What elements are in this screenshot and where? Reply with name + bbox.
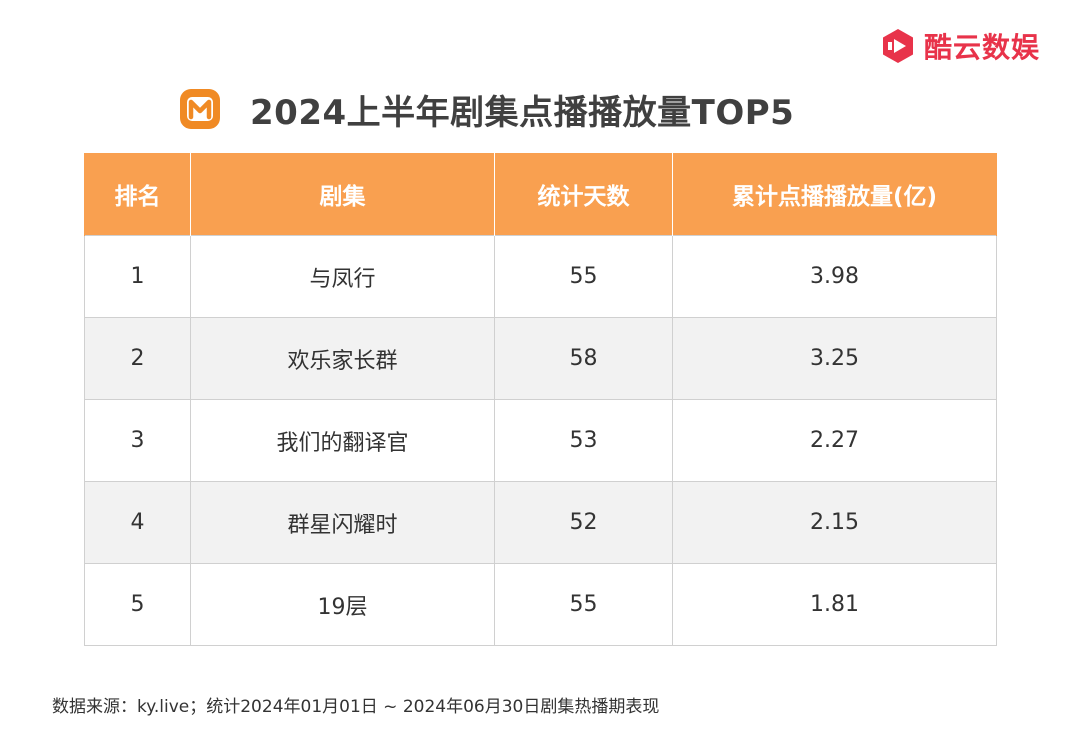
page-title: 2024上半年剧集点播播放量TOP5	[250, 92, 795, 133]
cell-days: 53	[494, 399, 673, 482]
cell-title: 19层	[190, 563, 495, 646]
table-row: 1 与凤行 55 3.98	[84, 235, 997, 318]
cell-title: 欢乐家长群	[190, 317, 495, 400]
cell-days: 58	[494, 317, 673, 400]
cell-title: 我们的翻译官	[190, 399, 495, 482]
cell-views: 2.15	[672, 481, 997, 564]
cell-title: 与凤行	[190, 235, 495, 318]
table-row: 2 欢乐家长群 58 3.25	[84, 317, 997, 400]
cell-views: 1.81	[672, 563, 997, 646]
cell-views: 3.25	[672, 317, 997, 400]
table-row: 5 19层 55 1.81	[84, 563, 997, 646]
cell-days: 55	[494, 235, 673, 318]
cell-views: 3.98	[672, 235, 997, 318]
data-source-note: 数据来源：ky.live；统计2024年01月01日 ~ 2024年06月30日…	[52, 697, 660, 717]
cell-title: 群星闪耀时	[190, 481, 495, 564]
cell-rank: 4	[84, 481, 191, 564]
cell-days: 55	[494, 563, 673, 646]
cell-rank: 5	[84, 563, 191, 646]
table-row: 4 群星闪耀时 52 2.15	[84, 481, 997, 564]
ranking-table: 排名 剧集 统计天数 累计点播播放量(亿) 1 与凤行 55 3.98 2 欢乐…	[84, 153, 997, 646]
table-header-row: 排名 剧集 统计天数 累计点播播放量(亿)	[84, 153, 997, 236]
table-row: 3 我们的翻译官 53 2.27	[84, 399, 997, 482]
column-header-title: 剧集	[190, 153, 495, 236]
column-header-days: 统计天数	[494, 153, 673, 236]
brand-logo: 酷云数娱	[880, 26, 1040, 66]
title-row: 2024上半年剧集点播播放量TOP5	[178, 86, 795, 133]
kuyun-play-icon	[883, 29, 913, 63]
column-header-rank: 排名	[84, 153, 191, 236]
mango-tv-logo-icon	[180, 89, 220, 129]
column-header-views: 累计点播播放量(亿)	[672, 153, 997, 236]
cell-days: 52	[494, 481, 673, 564]
cell-rank: 1	[84, 235, 191, 318]
cell-rank: 3	[84, 399, 191, 482]
cell-views: 2.27	[672, 399, 997, 482]
cell-rank: 2	[84, 317, 191, 400]
brand-name: 酷云数娱	[924, 31, 1041, 64]
